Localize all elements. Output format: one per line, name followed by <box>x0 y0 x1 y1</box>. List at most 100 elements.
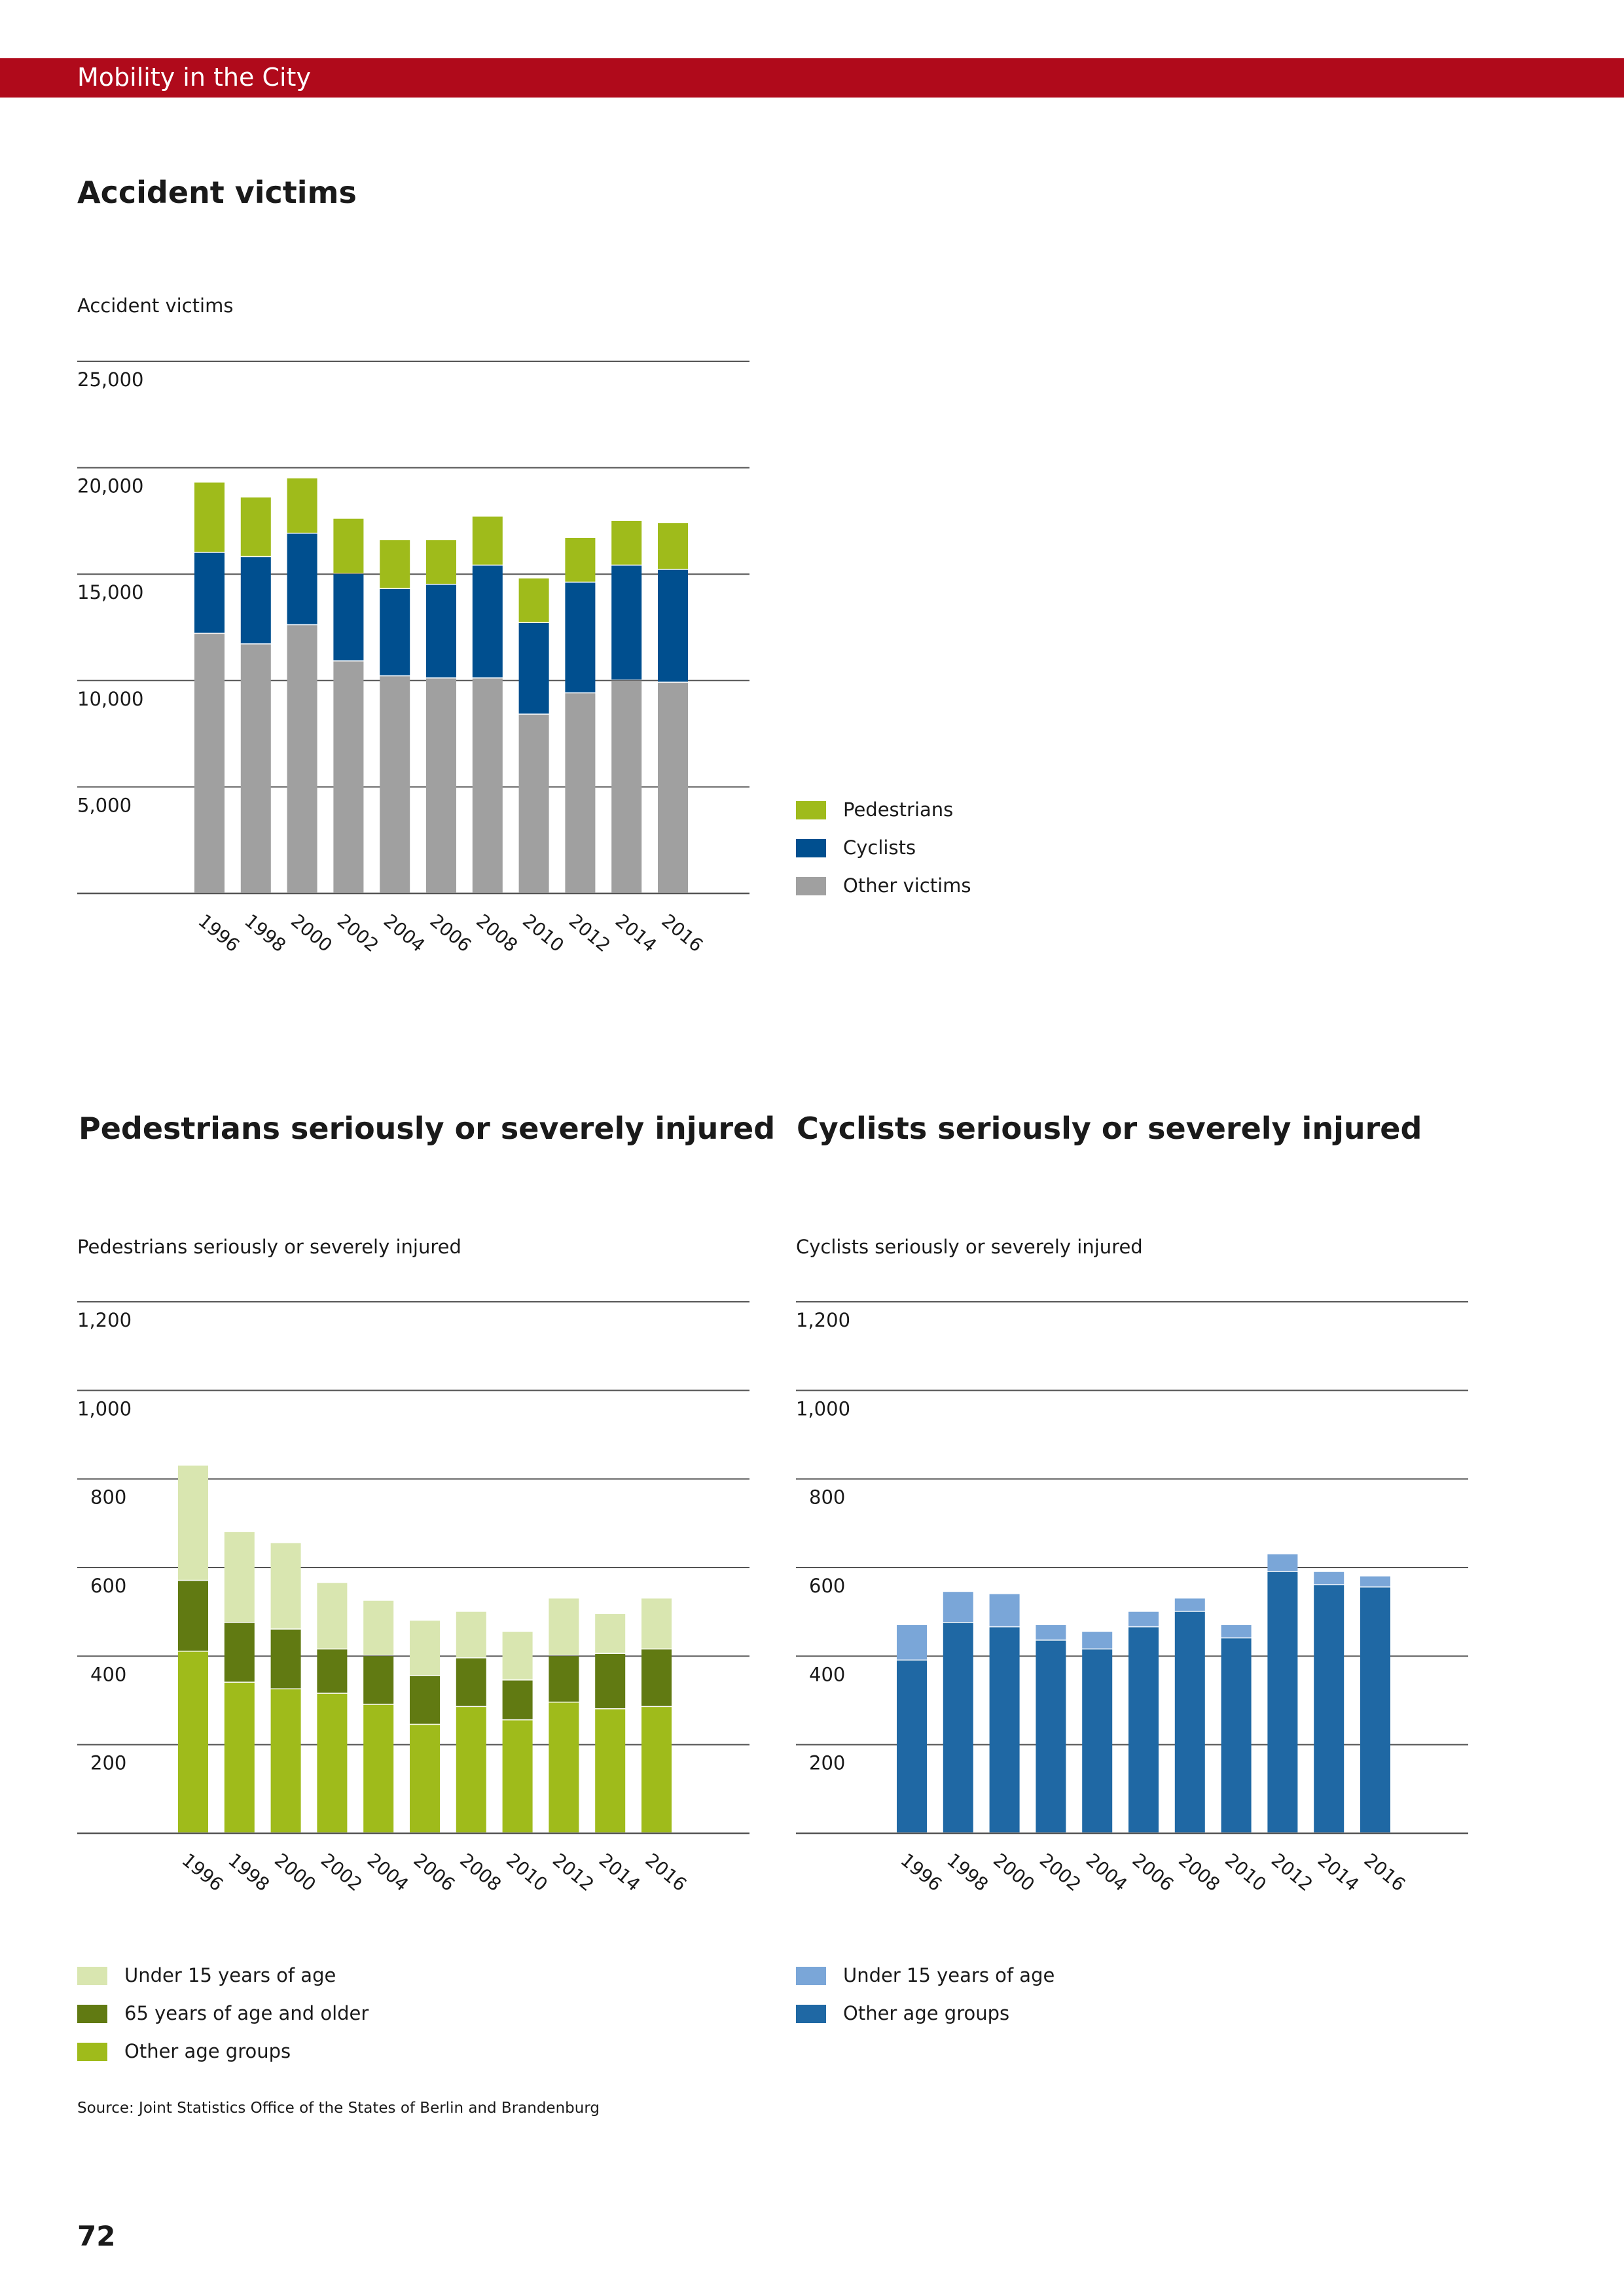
bar-segment <box>549 1656 579 1702</box>
x-tick-label: 1996 <box>897 1849 947 1895</box>
y-tick-label: 600 <box>90 1575 126 1597</box>
bar-segment <box>641 1598 672 1649</box>
bar-segment <box>224 1532 255 1623</box>
header-band <box>0 58 1624 98</box>
x-tick-label: 2002 <box>1036 1849 1085 1895</box>
bar-segment <box>287 478 317 533</box>
x-tick-label: 2012 <box>1267 1849 1317 1895</box>
bar-segment <box>565 537 596 582</box>
bar-segment <box>287 533 317 624</box>
y-tick-label: 800 <box>90 1486 126 1509</box>
bar-segment <box>1174 1598 1205 1611</box>
bar-segment <box>943 1623 973 1833</box>
legend-swatch <box>796 839 826 857</box>
legend-label: 65 years of age and older <box>124 2002 369 2024</box>
accidents-caption: Accident victims <box>77 295 234 317</box>
bar-segment <box>897 1624 927 1660</box>
y-tick-label: 10,000 <box>77 688 143 710</box>
bar-segment <box>611 520 642 565</box>
y-tick-label: 200 <box>809 1752 845 1774</box>
bar-segment <box>194 634 225 893</box>
bar-segment <box>1128 1611 1159 1626</box>
y-tick-label: 15,000 <box>77 581 143 603</box>
bar-segment <box>426 540 456 584</box>
bar-segment <box>472 565 503 678</box>
bar-segment <box>518 578 549 622</box>
x-tick-label: 1998 <box>943 1849 992 1895</box>
bar-segment <box>317 1649 348 1693</box>
bar-segment <box>611 680 642 893</box>
bar-segment <box>502 1720 533 1833</box>
y-tick-label: 400 <box>90 1663 126 1685</box>
legend-label: Other victims <box>843 874 971 897</box>
legend-swatch <box>796 801 826 819</box>
bar-segment <box>178 1581 208 1651</box>
bar-segment <box>456 1611 486 1658</box>
cyclists-caption: Cyclists seriously or severely injured <box>796 1236 1143 1258</box>
bar-segment <box>1128 1627 1159 1833</box>
bar-segment <box>1267 1554 1298 1571</box>
bar-segment <box>565 693 596 893</box>
bar-segment <box>549 1702 579 1833</box>
accidents-heading: Accident victims <box>77 175 357 210</box>
bar-segment <box>240 497 271 556</box>
bar-segment <box>1036 1624 1066 1640</box>
bar-segment <box>380 676 410 893</box>
bar-segment <box>502 1632 533 1680</box>
y-tick-label: 200 <box>90 1752 126 1774</box>
y-tick-label: 600 <box>809 1575 845 1597</box>
legend-swatch <box>796 1967 826 1985</box>
bar-segment <box>1314 1571 1344 1585</box>
legend-label: Other age groups <box>124 2040 291 2062</box>
y-tick-label: 1,200 <box>796 1309 850 1331</box>
bar-segment <box>426 678 456 893</box>
bar-segment <box>363 1704 394 1833</box>
x-tick-label: 2004 <box>1082 1849 1132 1895</box>
bar-segment <box>658 569 688 682</box>
bar-segment <box>1082 1632 1113 1649</box>
legend-label: Pedestrians <box>843 798 954 821</box>
bar-segment <box>270 1629 301 1689</box>
bar-segment <box>456 1658 486 1706</box>
x-tick-label: 2014 <box>1314 1849 1363 1895</box>
x-tick-label: 2006 <box>1128 1849 1178 1895</box>
bar-segment <box>658 683 688 893</box>
bar-segment <box>1221 1624 1252 1638</box>
bar-segment <box>194 482 225 552</box>
x-tick-label: 2016 <box>1360 1849 1410 1895</box>
bar-segment <box>380 540 410 588</box>
bar-segment <box>518 622 549 714</box>
bar-segment <box>178 1465 208 1580</box>
legend-label: Other age groups <box>843 2002 1010 2024</box>
y-tick-label: 20,000 <box>77 475 143 497</box>
bar-segment <box>1221 1638 1252 1833</box>
bar-segment <box>426 584 456 678</box>
bar-segment <box>333 574 364 661</box>
bar-segment <box>989 1594 1020 1626</box>
bar-segment <box>1360 1576 1390 1587</box>
y-tick-label: 800 <box>809 1486 845 1509</box>
bar-segment <box>1036 1640 1066 1833</box>
bar-segment <box>472 516 503 565</box>
y-tick-label: 400 <box>809 1663 845 1685</box>
bar-segment <box>641 1649 672 1706</box>
y-tick-label: 1,000 <box>796 1397 850 1420</box>
bar-segment <box>658 523 688 569</box>
y-tick-label: 25,000 <box>77 368 143 391</box>
bar-segment <box>380 588 410 675</box>
bar-segment <box>1174 1611 1205 1833</box>
bar-segment <box>472 678 503 893</box>
bar-segment <box>595 1614 626 1653</box>
bar-segment <box>224 1623 255 1682</box>
bar-segment <box>1314 1585 1344 1833</box>
bar-segment <box>194 552 225 633</box>
bar-segment <box>518 714 549 893</box>
bar-segment <box>270 1689 301 1833</box>
bar-segment <box>410 1676 440 1724</box>
bar-segment <box>595 1709 626 1833</box>
bar-segment <box>240 644 271 893</box>
bar-segment <box>287 625 317 893</box>
bar-segment <box>317 1583 348 1649</box>
bar-segment <box>565 583 596 692</box>
